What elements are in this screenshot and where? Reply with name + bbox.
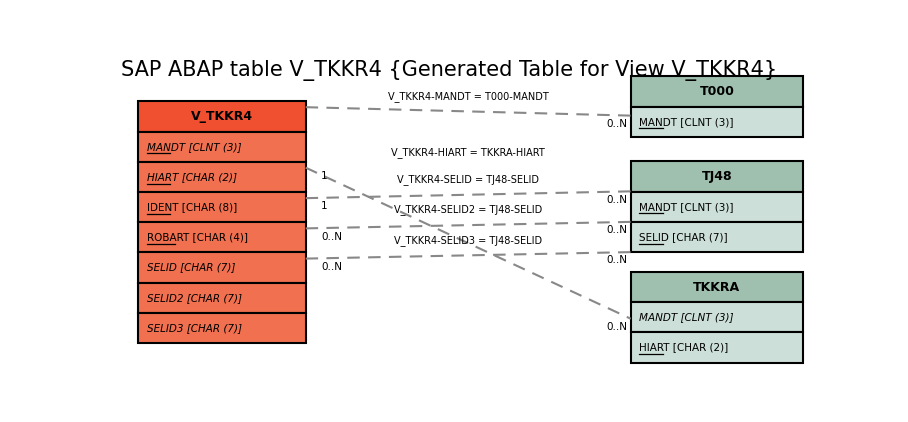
- Bar: [138, 222, 306, 252]
- Bar: [631, 272, 804, 302]
- Text: V_TKKR4-SELID2 = TJ48-SELID: V_TKKR4-SELID2 = TJ48-SELID: [394, 205, 542, 215]
- Bar: [138, 101, 306, 132]
- Text: 0..N: 0..N: [321, 262, 342, 272]
- Text: 0..N: 0..N: [607, 255, 627, 265]
- Text: SELID [CHAR (7)]: SELID [CHAR (7)]: [639, 232, 728, 242]
- Bar: [138, 313, 306, 343]
- Text: TJ48: TJ48: [702, 170, 732, 183]
- Text: T000: T000: [699, 85, 735, 98]
- Bar: [138, 192, 306, 222]
- Text: V_TKKR4: V_TKKR4: [191, 110, 253, 123]
- Bar: [631, 302, 804, 333]
- Bar: [138, 283, 306, 313]
- Text: MANDT [CLNT (3)]: MANDT [CLNT (3)]: [146, 142, 241, 151]
- Text: 0..N: 0..N: [607, 322, 627, 332]
- Text: V_TKKR4-SELID = TJ48-SELID: V_TKKR4-SELID = TJ48-SELID: [397, 174, 539, 185]
- Bar: [138, 132, 306, 162]
- Text: HIART [CHAR (2)]: HIART [CHAR (2)]: [639, 343, 728, 352]
- Bar: [138, 252, 306, 283]
- Text: V_TKKR4-HIART = TKKRA-HIART: V_TKKR4-HIART = TKKRA-HIART: [391, 147, 545, 158]
- Text: SAP ABAP table V_TKKR4 {Generated Table for View V_TKKR4}: SAP ABAP table V_TKKR4 {Generated Table …: [121, 60, 776, 81]
- Text: MANDT [CLNT (3)]: MANDT [CLNT (3)]: [639, 202, 734, 212]
- Text: SELID [CHAR (7)]: SELID [CHAR (7)]: [146, 262, 235, 273]
- Text: SELID2 [CHAR (7)]: SELID2 [CHAR (7)]: [146, 293, 242, 303]
- Text: HIART [CHAR (2)]: HIART [CHAR (2)]: [146, 172, 237, 182]
- Bar: [631, 222, 804, 252]
- Text: TKKRA: TKKRA: [694, 281, 741, 294]
- Text: V_TKKR4-MANDT = T000-MANDT: V_TKKR4-MANDT = T000-MANDT: [388, 91, 548, 102]
- Text: MANDT [CLNT (3)]: MANDT [CLNT (3)]: [639, 116, 734, 127]
- Bar: [631, 106, 804, 137]
- Text: 0..N: 0..N: [321, 232, 342, 242]
- Text: ROBART [CHAR (4)]: ROBART [CHAR (4)]: [146, 233, 248, 242]
- Bar: [631, 76, 804, 106]
- Text: SELID3 [CHAR (7)]: SELID3 [CHAR (7)]: [146, 323, 242, 333]
- Text: 1: 1: [321, 201, 328, 211]
- Text: 0..N: 0..N: [607, 225, 627, 235]
- Text: V_TKKR4-SELID3 = TJ48-SELID: V_TKKR4-SELID3 = TJ48-SELID: [394, 235, 542, 246]
- Text: 1: 1: [321, 171, 328, 181]
- Text: MANDT [CLNT (3)]: MANDT [CLNT (3)]: [639, 312, 734, 322]
- Bar: [631, 192, 804, 222]
- Text: 0..N: 0..N: [607, 195, 627, 205]
- Text: IDENT [CHAR (8)]: IDENT [CHAR (8)]: [146, 202, 237, 212]
- Bar: [631, 162, 804, 192]
- Bar: [631, 333, 804, 362]
- Text: 0..N: 0..N: [607, 119, 627, 129]
- Bar: [138, 162, 306, 192]
